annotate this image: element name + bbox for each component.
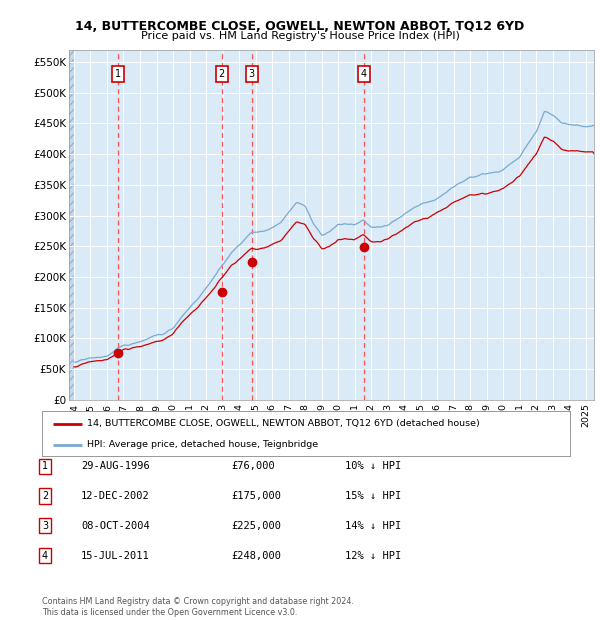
Text: 15% ↓ HPI: 15% ↓ HPI: [345, 491, 401, 501]
Text: 3: 3: [248, 69, 255, 79]
Bar: [69, 50, 74, 400]
Text: HPI: Average price, detached house, Teignbridge: HPI: Average price, detached house, Teig…: [87, 440, 318, 449]
Text: 29-AUG-1996: 29-AUG-1996: [81, 461, 150, 471]
Text: 2: 2: [42, 491, 48, 501]
Text: 2: 2: [218, 69, 225, 79]
Text: Contains HM Land Registry data © Crown copyright and database right 2024.
This d: Contains HM Land Registry data © Crown c…: [42, 598, 354, 617]
Text: £225,000: £225,000: [231, 521, 281, 531]
Text: 14% ↓ HPI: 14% ↓ HPI: [345, 521, 401, 531]
Text: 12-DEC-2002: 12-DEC-2002: [81, 491, 150, 501]
Text: 1: 1: [42, 461, 48, 471]
Text: 12% ↓ HPI: 12% ↓ HPI: [345, 551, 401, 560]
Text: 3: 3: [42, 521, 48, 531]
Text: £76,000: £76,000: [231, 461, 275, 471]
Text: £248,000: £248,000: [231, 551, 281, 560]
Text: £175,000: £175,000: [231, 491, 281, 501]
Text: 15-JUL-2011: 15-JUL-2011: [81, 551, 150, 560]
Text: Price paid vs. HM Land Registry's House Price Index (HPI): Price paid vs. HM Land Registry's House …: [140, 31, 460, 41]
Text: 4: 4: [42, 551, 48, 560]
Text: 1: 1: [115, 69, 121, 79]
Text: 4: 4: [361, 69, 367, 79]
Text: 14, BUTTERCOMBE CLOSE, OGWELL, NEWTON ABBOT, TQ12 6YD (detached house): 14, BUTTERCOMBE CLOSE, OGWELL, NEWTON AB…: [87, 419, 479, 428]
Text: 10% ↓ HPI: 10% ↓ HPI: [345, 461, 401, 471]
Text: 08-OCT-2004: 08-OCT-2004: [81, 521, 150, 531]
Text: 14, BUTTERCOMBE CLOSE, OGWELL, NEWTON ABBOT, TQ12 6YD: 14, BUTTERCOMBE CLOSE, OGWELL, NEWTON AB…: [76, 20, 524, 33]
